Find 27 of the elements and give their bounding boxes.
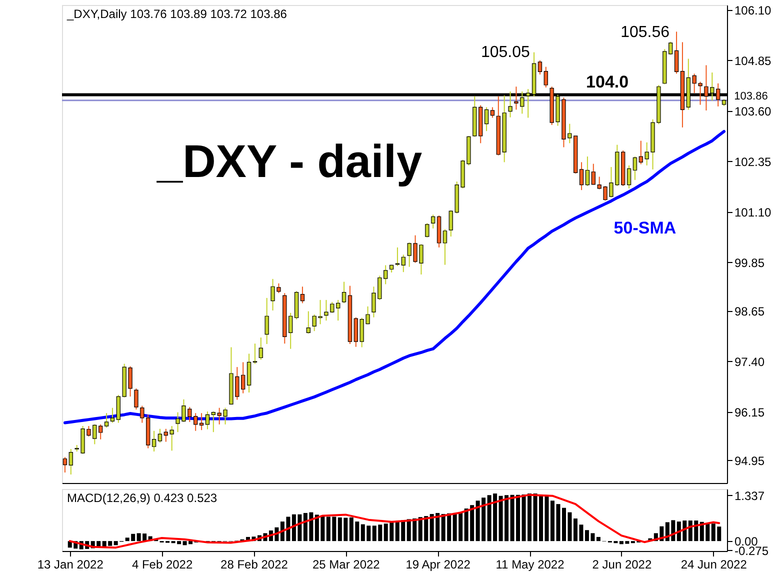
y-tick-label: 98.65 [734,304,765,318]
y-tick-label: 1.337 [734,488,765,503]
series-label: 50-SMA [614,218,676,238]
x-tick-label: 25 Mar 2022 [312,558,380,572]
chart-title: _DXY,Daily 103.76 103.89 103.72 103.86 [66,7,288,21]
x-tick-label: 13 Jan 2022 [37,558,104,572]
y-tick-label: 103.60 [734,104,772,118]
y-tick-label: 96.15 [734,405,765,420]
ref-line-label: 103.86 [734,90,768,102]
x-tick-label: 11 May 2022 [496,558,565,572]
y-tick-label: 99.85 [734,256,765,270]
y-tick-label: 106.10 [734,3,772,18]
annotation: _DXY - daily [156,135,422,187]
annotation: 105.56 [620,24,670,41]
x-tick-label: 28 Feb 2022 [220,558,288,572]
annotation: 105.05 [480,44,530,61]
y-tick-label: 104.85 [734,54,772,68]
x-tick-label: 24 Jun 2022 [680,558,748,572]
y-tick-label: 94.95 [734,454,765,468]
y-tick-label: 97.40 [734,354,765,369]
chart-title: MACD(12,26,9) 0.423 0.523 [67,491,218,505]
y-tick-label: 102.35 [734,154,772,169]
ref-line-label: 104.0 [586,72,629,92]
x-tick-label: 2 Jun 2022 [592,558,652,572]
x-tick-label: 4 Feb 2022 [132,558,193,572]
x-tick-label: 19 Apr 2022 [406,558,471,572]
y-tick-label: 101.10 [734,205,772,220]
